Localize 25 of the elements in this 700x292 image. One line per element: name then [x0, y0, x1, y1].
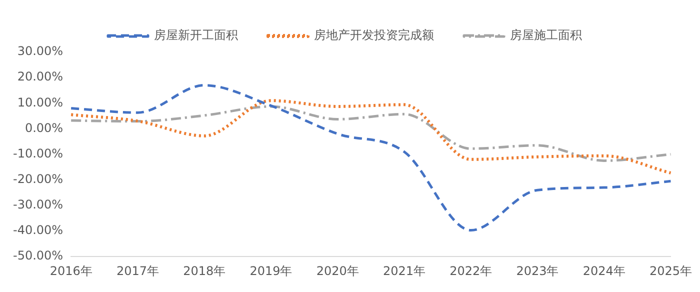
y-tick-label: 20.00%	[17, 70, 64, 84]
line-series	[70, 84, 672, 232]
line-series	[70, 105, 672, 162]
x-tick-label: 2017年	[116, 264, 159, 278]
x-tick-label: 2022年	[450, 264, 492, 278]
y-tick-label: -20.00%	[12, 172, 64, 186]
x-tick-label: 2023年	[516, 264, 559, 278]
x-tick-label: 2018年	[183, 264, 226, 278]
line-series	[70, 99, 672, 174]
legend-label: 房屋施工面积	[510, 28, 582, 42]
x-tick-label: 2016年	[50, 264, 92, 278]
y-tick-label: -40.00%	[12, 223, 64, 238]
y-tick-label: -10.00%	[12, 146, 64, 160]
x-tick-label: 2020年	[316, 264, 359, 278]
y-tick-label: -30.00%	[12, 198, 64, 212]
x-tick-label: 2021年	[382, 264, 426, 278]
x-tick-label: 2025年	[649, 264, 692, 278]
legend-label: 房屋新开工面积	[154, 28, 238, 42]
y-tick-label: -50.00%	[12, 248, 64, 263]
y-tick-label: 0.00%	[24, 120, 64, 135]
legend-label: 房地产开发投资完成额	[314, 28, 434, 42]
y-tick-label: 10.00%	[17, 95, 64, 110]
x-tick-label: 2024年	[582, 264, 626, 278]
x-tick-label: 2019年	[250, 264, 292, 278]
y-tick-label: 30.00%	[17, 44, 64, 58]
